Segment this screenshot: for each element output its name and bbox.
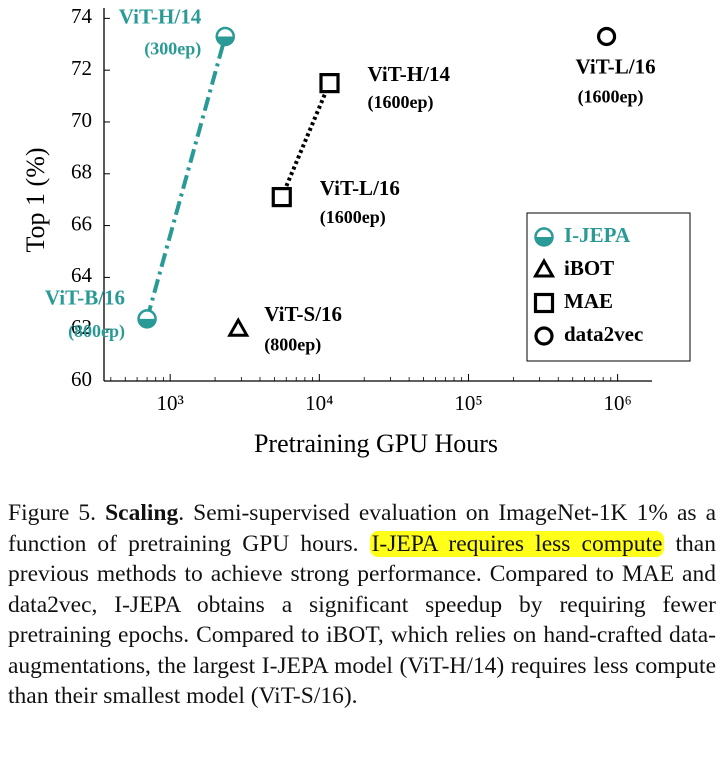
caption: Figure 5. Scaling. Semi-supervised evalu…: [8, 498, 716, 712]
marker-shape: [534, 326, 554, 346]
point-epochs: (800ep): [68, 321, 125, 342]
point-epochs: (1600ep): [367, 92, 433, 113]
marker-shape: [533, 292, 555, 314]
y-tick-label: 68: [71, 160, 92, 184]
marker: [596, 26, 617, 47]
y-tick-label: 74: [71, 4, 93, 28]
marker: [319, 73, 340, 94]
point-label: ViT-L/16: [320, 176, 400, 200]
series-line: [279, 82, 332, 198]
caption-title: Scaling: [105, 500, 179, 526]
marker-shape: [271, 186, 292, 208]
point-label: ViT-H/14: [119, 4, 202, 28]
x-tick-label: 10³: [157, 391, 184, 415]
caption-highlight: I-JEPA requires less compute: [369, 530, 665, 557]
y-axis-label: Top 1 (%): [21, 147, 50, 252]
marker: [532, 257, 556, 278]
point-epochs: (800ep): [264, 334, 321, 355]
x-tick-label: 10⁴: [305, 391, 333, 415]
caption-label: Figure 5.: [8, 500, 97, 526]
point-epochs: (300ep): [144, 39, 201, 60]
legend-label: iBOT: [564, 256, 614, 280]
marker: [215, 26, 235, 47]
marker: [534, 326, 554, 346]
marker-shape: [532, 257, 556, 278]
y-tick-label: 72: [71, 56, 92, 80]
x-axis-label: Pretraining GPU Hours: [254, 429, 498, 458]
y-tick-label: 70: [71, 108, 92, 132]
point-epochs: (1600ep): [578, 87, 644, 108]
point-label: ViT-S/16: [264, 302, 342, 326]
y-tick-label: 62: [71, 315, 92, 339]
x-tick-label: 10⁵: [454, 391, 482, 415]
marker-fill: [138, 318, 156, 328]
marker: [137, 309, 157, 329]
chart: Top 1 (%) Pretraining GPU Hours 60 62 64 66…: [21, 4, 691, 458]
point-label: ViT-B/16: [45, 286, 125, 310]
legend-label: data2vec: [564, 322, 643, 346]
legend-label: I-JEPA: [564, 223, 631, 247]
marker: [534, 227, 554, 247]
series-line: [145, 35, 228, 320]
marker: [533, 292, 555, 314]
x-tick-label: 10⁶: [603, 391, 631, 415]
point-label: ViT-L/16: [575, 54, 655, 78]
caption-text: . Semi-supervised evaluation on ImageNet…: [8, 500, 717, 557]
marker-shape: [319, 73, 340, 94]
marker-fill: [216, 36, 234, 45]
legend-box: [526, 212, 691, 362]
marker-shape: [227, 317, 250, 337]
y-tick-label: 66: [71, 211, 92, 235]
y-tick-label: 60: [71, 367, 92, 391]
marker-fill: [535, 237, 553, 246]
point-epochs: (1600ep): [320, 207, 386, 228]
legend-label: MAE: [564, 289, 613, 313]
marker: [271, 186, 292, 208]
marker-shape: [596, 26, 617, 47]
marker: [227, 317, 250, 337]
y-tick-label: 64: [71, 263, 93, 287]
point-label: ViT-H/14: [367, 62, 450, 86]
caption-text: than previous methods to achieve strong …: [8, 530, 716, 710]
